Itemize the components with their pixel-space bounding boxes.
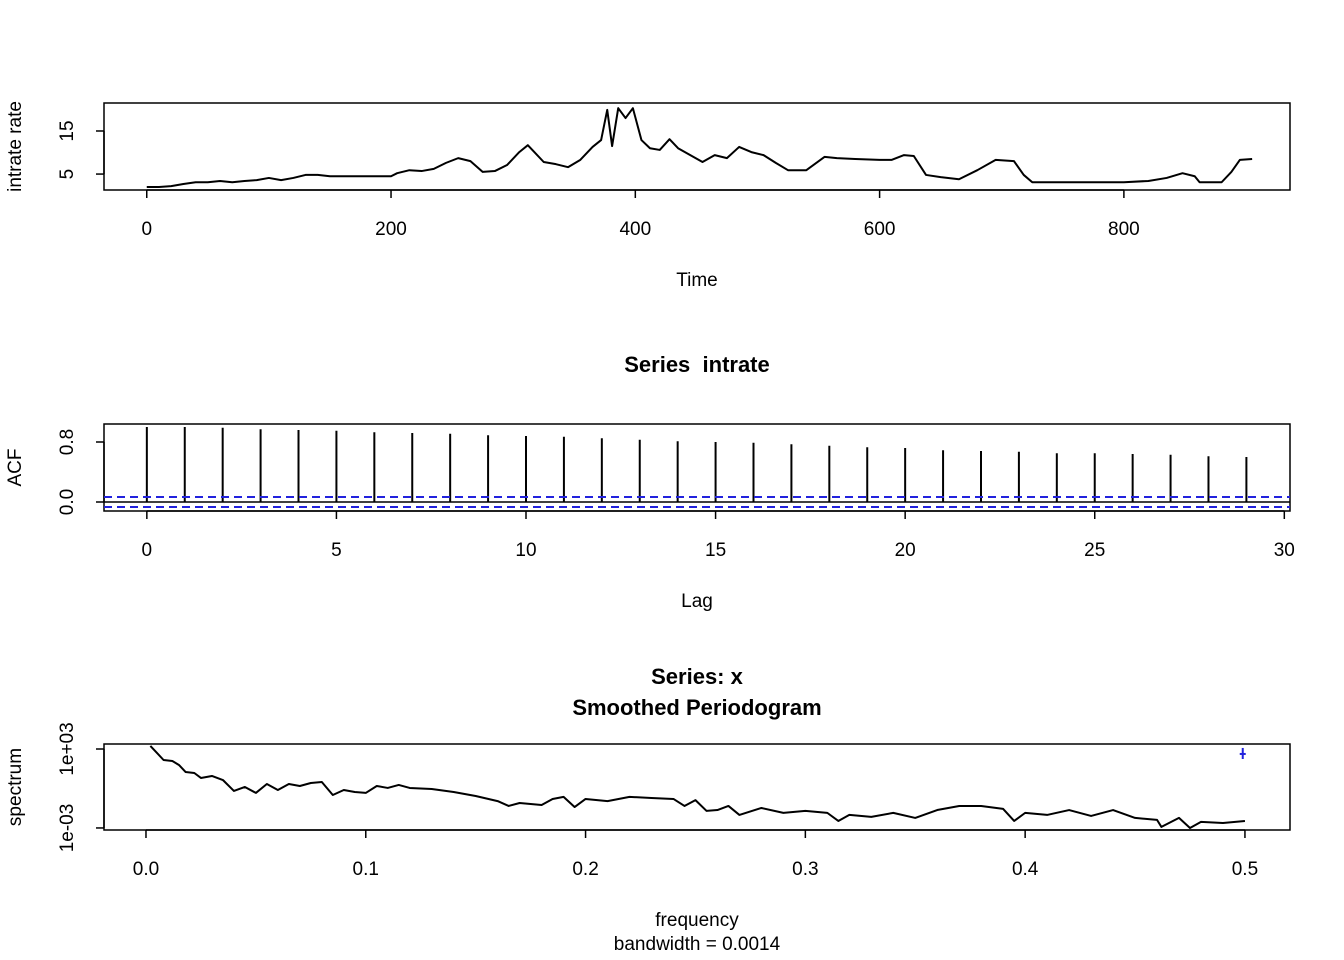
x-tick-label: 10 [515, 540, 536, 561]
x-tick-label: 0 [141, 219, 152, 240]
y-axis-title: intrate rate [5, 101, 26, 192]
y-tick-label: 15 [57, 120, 78, 141]
y-tick-label: 0.0 [57, 489, 78, 515]
y-tick-label: 5 [57, 169, 78, 180]
x-tick-label: 0.0 [133, 859, 159, 880]
x-tick-label: 20 [895, 540, 916, 561]
x-tick-label: 0.3 [792, 859, 818, 880]
x-tick-label: 0.1 [353, 859, 379, 880]
caption: bandwidth = 0.0014 [614, 934, 781, 955]
x-axis-title: Lag [681, 591, 713, 612]
data-line [149, 745, 1246, 829]
chart-title: Series: x [651, 664, 743, 689]
x-tick-label: 400 [619, 219, 651, 240]
x-tick-label: 800 [1108, 219, 1140, 240]
y-axis-title: ACF [5, 449, 26, 487]
y-tick-label: 1e-03 [57, 804, 78, 853]
x-tick-label: 0 [142, 540, 153, 561]
data-line [146, 107, 1253, 188]
x-axis-title: Time [676, 270, 718, 291]
x-tick-label: 5 [331, 540, 342, 561]
x-axis-title: frequency [655, 910, 739, 931]
x-tick-label: 15 [705, 540, 726, 561]
y-axis-title: spectrum [5, 748, 26, 826]
plot-frame [103, 102, 1291, 191]
chart-title: Series intrate [624, 352, 770, 377]
x-tick-label: 0.4 [1012, 859, 1039, 880]
x-tick-label: 600 [864, 219, 896, 240]
x-tick-label: 200 [375, 219, 407, 240]
x-tick-label: 25 [1084, 540, 1105, 561]
chart-subtitle: Smoothed Periodogram [572, 695, 821, 720]
x-tick-label: 0.2 [572, 859, 598, 880]
x-tick-label: 30 [1274, 540, 1295, 561]
x-tick-label: 0.5 [1232, 859, 1258, 880]
y-tick-label: 1e+03 [57, 722, 78, 775]
y-tick-label: 0.8 [57, 429, 78, 455]
